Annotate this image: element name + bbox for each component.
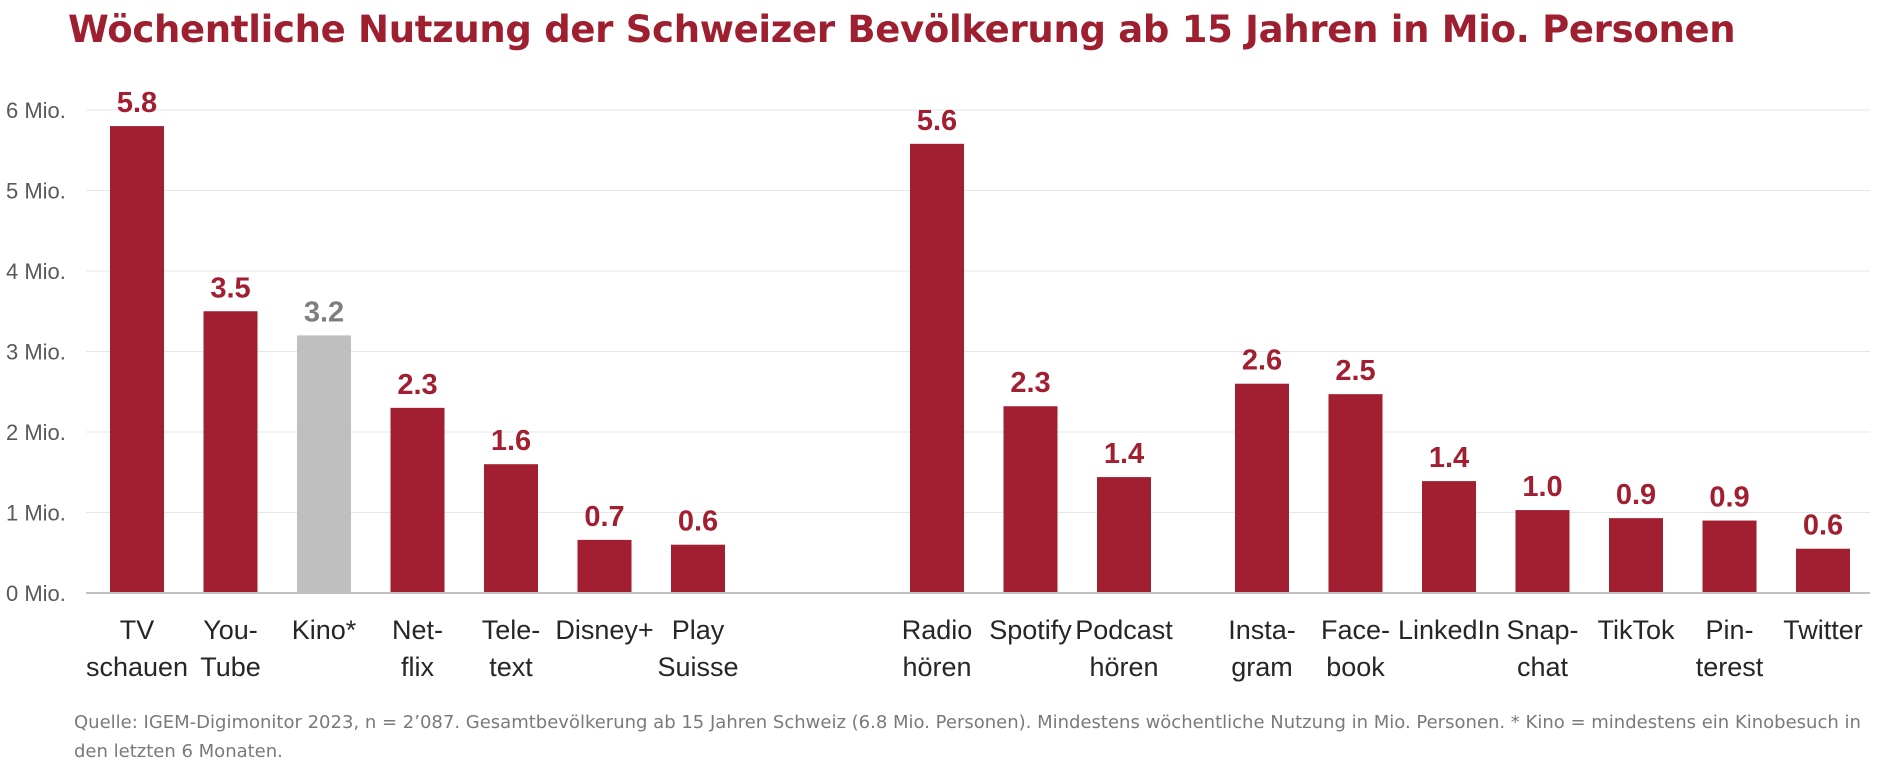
- y-tick-label: 2 Mio.: [6, 420, 66, 445]
- bar: [203, 311, 258, 593]
- bar-value-label: 1.4: [1104, 438, 1144, 470]
- bars: [110, 126, 1850, 593]
- category-label: You-: [203, 615, 258, 645]
- bar-chart: 0 Mio. 1 Mio. 2 Mio. 3 Mio. 4 Mio. 5 Mio. 6 Mi…: [6, 87, 1870, 682]
- category-label: hören: [902, 652, 971, 682]
- y-tick-label: 6 Mio.: [6, 98, 66, 123]
- category-label: Tube: [200, 652, 261, 682]
- value-labels: 5.8 3.5 3.2 2.3 1.6 0.7 0.6 5.6 2.3 1.4 2.6 2.5 1.4 1…: [117, 87, 1843, 542]
- gridlines: [86, 109, 1870, 513]
- category-label: Insta-: [1228, 615, 1296, 645]
- bar: [1515, 510, 1570, 593]
- category-label: gram: [1231, 652, 1293, 682]
- bar: [1328, 394, 1383, 593]
- bar-value-label: 1.4: [1429, 442, 1469, 474]
- bar: [484, 464, 538, 593]
- bar-value-label: 1.0: [1522, 471, 1562, 503]
- bar: [390, 407, 445, 593]
- category-label: schauen: [86, 652, 188, 682]
- bar: [1796, 548, 1850, 593]
- bar: [1097, 477, 1151, 593]
- y-axis-ticks: 0 Mio. 1 Mio. 2 Mio. 3 Mio. 4 Mio. 5 Mio. 6 Mi…: [6, 98, 66, 606]
- chart-title: Wöchentliche Nutzung der Schweizer Bevöl…: [68, 8, 1736, 51]
- category-label: Podcast: [1075, 615, 1173, 645]
- category-label: Play: [672, 615, 725, 645]
- bar: [1702, 520, 1757, 593]
- category-label: Tele-: [482, 615, 541, 645]
- bar: [110, 126, 164, 593]
- bar-value-label: 0.7: [584, 501, 624, 533]
- bar-value-label: 5.8: [117, 87, 157, 119]
- bar-value-label: 2.6: [1242, 345, 1282, 377]
- category-label: Twitter: [1783, 615, 1863, 645]
- bar: [1609, 518, 1663, 593]
- category-label: LinkedIn: [1398, 615, 1500, 645]
- bar-value-label: 2.5: [1335, 355, 1375, 387]
- bar: [1003, 406, 1058, 593]
- bar-value-label: 1.6: [491, 425, 531, 457]
- bar-value-label: 0.6: [678, 506, 718, 538]
- category-label: terest: [1696, 652, 1764, 682]
- category-label: book: [1326, 652, 1385, 682]
- category-labels: TV schauen You- Tube Kino* Net-flix Tele-text D…: [86, 615, 1863, 682]
- category-label: hören: [1089, 652, 1158, 682]
- category-label: Disney+: [555, 615, 653, 645]
- category-label: flix: [401, 652, 434, 682]
- category-label: Face-: [1321, 615, 1390, 645]
- category-label: TikTok: [1597, 615, 1675, 645]
- bar-value-label: 0.6: [1803, 510, 1843, 542]
- bar: [1235, 383, 1289, 593]
- y-tick-label: 1 Mio.: [6, 501, 66, 526]
- category-label: Snap-: [1506, 615, 1578, 645]
- bar-value-label: 2.3: [397, 369, 437, 401]
- bar-value-label: 2.3: [1010, 367, 1050, 399]
- category-label: Spotify: [989, 615, 1072, 645]
- bar: [577, 539, 632, 593]
- y-tick-label: 0 Mio.: [6, 581, 66, 606]
- y-tick-label: 4 Mio.: [6, 259, 66, 284]
- bar-value-label: 0.9: [1616, 479, 1656, 511]
- category-label: Net-: [392, 615, 443, 645]
- source-footnote: Quelle: IGEM-Digimonitor 2023, n = 2’087…: [74, 712, 1861, 762]
- bar-value-label: 3.2: [304, 296, 344, 328]
- category-label: Radio: [902, 615, 973, 645]
- bar: [297, 335, 351, 593]
- category-label: chat: [1517, 652, 1569, 682]
- bar: [910, 143, 964, 593]
- category-label: Pin-: [1705, 615, 1753, 645]
- bar-value-label: 0.9: [1709, 482, 1749, 514]
- y-tick-label: 5 Mio.: [6, 179, 66, 204]
- y-tick-label: 3 Mio.: [6, 340, 66, 365]
- bar: [1422, 481, 1476, 593]
- bar-value-label: 3.5: [210, 272, 250, 304]
- bar: [671, 544, 725, 593]
- category-label: TV: [120, 615, 155, 645]
- category-label: Suisse: [657, 652, 738, 682]
- category-label: text: [489, 652, 533, 682]
- category-label: Kino*: [292, 615, 357, 645]
- bar-value-label: 5.6: [917, 105, 957, 137]
